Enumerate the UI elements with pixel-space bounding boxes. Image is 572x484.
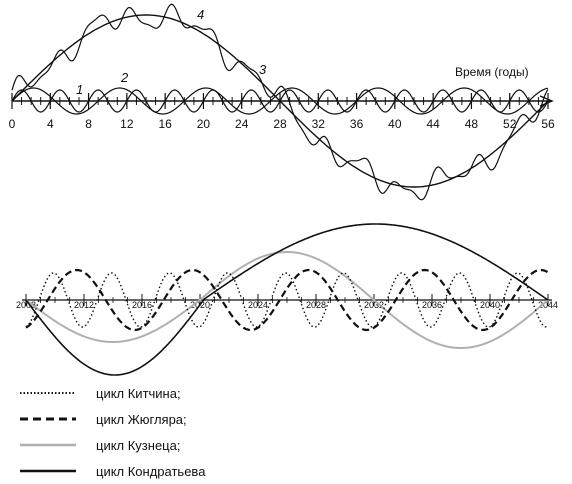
legend-item-kuznets: цикл Кузнеца; xyxy=(18,432,338,458)
legend-label-kuznets: цикл Кузнеца; xyxy=(96,437,181,453)
kitchin-cycle-line xyxy=(25,272,549,328)
top-tick-label: 40 xyxy=(388,117,402,131)
legend-item-kondratiev: цикл Кондратьева xyxy=(18,458,338,484)
legend-swatch-kitchin xyxy=(20,392,76,394)
top-tick-label: 4 xyxy=(47,117,54,131)
top-tick-label: 16 xyxy=(158,117,172,131)
legend-swatch-juglar xyxy=(20,417,76,421)
bottom-tick-label: 2008 xyxy=(16,300,36,310)
bottom-tick-label: 2024 xyxy=(248,300,268,310)
legend-label-kitchin: цикл Китчина; xyxy=(96,385,181,401)
top-tick-label: 36 xyxy=(350,117,364,131)
bottom-tick-label: 2036 xyxy=(422,300,442,310)
series-4-line xyxy=(11,14,549,188)
top-tick-label: 28 xyxy=(273,117,287,131)
top-tick-marks xyxy=(11,93,549,109)
legend-item-kitchin: цикл Китчина; xyxy=(18,380,338,406)
legend-label-kondratiev: цикл Кондратьева xyxy=(96,463,206,479)
top-tick-label: 32 xyxy=(312,117,326,131)
bottom-tick-label: 2012 xyxy=(74,300,94,310)
series-1-label: 1 xyxy=(76,82,83,97)
series-3-label: 3 xyxy=(259,62,267,77)
kondratiev-cycle-line xyxy=(25,223,549,376)
top-tick-label: 20 xyxy=(197,117,211,131)
top-tick-label: 12 xyxy=(120,117,134,131)
legend-swatch-kondratiev xyxy=(20,469,76,473)
bottom-chart: 2008 2012 2016 2020 2024 2028 2032 2036 2040 2044 xyxy=(16,223,558,376)
top-tick-label: 0 xyxy=(9,117,16,131)
bottom-tick-label: 2040 xyxy=(480,300,500,310)
bottom-tick-label: 2028 xyxy=(306,300,326,310)
top-tick-labels: 0 4 8 12 16 20 24 28 32 36 40 44 48 52 56 xyxy=(9,117,555,131)
bottom-tick-label: 2032 xyxy=(364,300,384,310)
legend-swatch-kuznets xyxy=(20,443,76,447)
arrow-head xyxy=(539,95,554,107)
top-chart: 0 4 8 12 16 20 24 28 32 36 40 44 48 52 56 Время (годы)… xyxy=(9,3,555,201)
legend-label-juglar: цикл Жюгляра; xyxy=(96,411,187,427)
bottom-tick-label: 2044 xyxy=(538,300,558,310)
series-2-line xyxy=(11,87,549,115)
top-tick-label: 24 xyxy=(235,117,249,131)
juglar-cycle-line xyxy=(25,268,549,332)
top-tick-label: 8 xyxy=(85,117,92,131)
top-tick-label: 52 xyxy=(503,117,517,131)
top-tick-label: 48 xyxy=(465,117,479,131)
bottom-tick-label: 2016 xyxy=(132,300,152,310)
legend: цикл Китчина; цикл Жюгляра; цикл Кузнеца… xyxy=(18,380,338,484)
series-2-label: 2 xyxy=(120,70,129,85)
top-x-axis-title: Время (годы) xyxy=(455,65,529,79)
top-tick-label: 56 xyxy=(541,117,555,131)
series-4-label: 4 xyxy=(197,7,204,22)
series-3-line xyxy=(11,3,549,201)
top-tick-label: 44 xyxy=(426,117,440,131)
legend-item-juglar: цикл Жюгляра; xyxy=(18,406,338,432)
kuznets-cycle-line xyxy=(25,251,549,349)
